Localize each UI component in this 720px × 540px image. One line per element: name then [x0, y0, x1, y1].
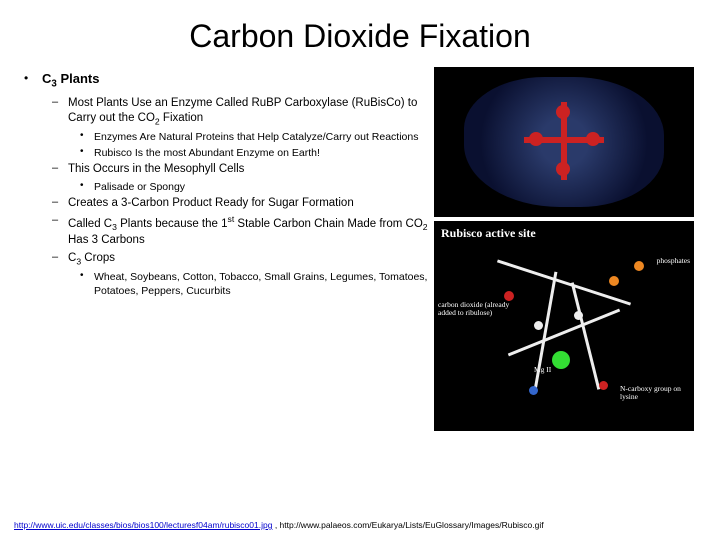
page-title: Carbon Dioxide Fixation [0, 0, 720, 67]
bullet-abundant: • Rubisco Is the most Abundant Enzyme on… [80, 146, 434, 160]
bullet-dot: • [80, 180, 94, 194]
bullet-dash: – [52, 214, 68, 249]
bullet-palisade: • Palisade or Spongy [80, 180, 434, 194]
bullet-dot: • [80, 146, 94, 160]
bullet-enzymes: • Enzymes Are Natural Proteins that Help… [80, 130, 434, 144]
source-tail: , http://www.palaeos.com/Eukarya/Lists/E… [272, 520, 543, 530]
image-column: Rubisco active site phosphates carbon di… [434, 67, 694, 431]
bullet-rubp: – Most Plants Use an Enzyme Called RuBP … [52, 96, 434, 128]
bullet-text: Wheat, Soybeans, Cotton, Tobacco, Small … [94, 270, 434, 298]
bullet-c3-crops: – C3 Crops [52, 251, 434, 268]
bullet-text: Enzymes Are Natural Proteins that Help C… [94, 130, 418, 144]
bullet-3carbon: – Creates a 3-Carbon Product Ready for S… [52, 196, 434, 212]
bullet-column: • C3 Plants – Most Plants Use an Enzyme … [24, 67, 434, 431]
bullet-text: Most Plants Use an Enzyme Called RuBP Ca… [68, 96, 434, 128]
bullet-text: Called C3 Plants because the 1st Stable … [68, 214, 434, 249]
bullet-dash: – [52, 162, 68, 178]
bullet-text: C3 Plants [42, 71, 99, 90]
bullet-text: This Occurs in the Mesophyll Cells [68, 162, 244, 178]
content-row: • C3 Plants – Most Plants Use an Enzyme … [0, 67, 720, 431]
bullet-dash: – [52, 96, 68, 128]
bullet-text: C3 Crops [68, 251, 115, 268]
bullet-dot: • [80, 270, 94, 298]
lysine-label: N-carboxy group on lysine [620, 385, 690, 402]
bullet-dot: • [80, 130, 94, 144]
bullet-c3-plants: • C3 Plants [24, 71, 434, 90]
bullet-mesophyll: – This Occurs in the Mesophyll Cells [52, 162, 434, 178]
bullet-text: Creates a 3-Carbon Product Ready for Sug… [68, 196, 354, 212]
rubisco-structure-image [434, 67, 694, 217]
bullet-dot: • [24, 71, 42, 90]
co2-label: carbon dioxide (already added to ribulos… [438, 301, 510, 318]
source-footer: http://www.uic.edu/classes/bios/bios100/… [14, 520, 706, 530]
bullet-crop-list: • Wheat, Soybeans, Cotton, Tobacco, Smal… [80, 270, 434, 298]
active-site-title: Rubisco active site [438, 225, 539, 242]
bullet-text: Rubisco Is the most Abundant Enzyme on E… [94, 146, 320, 160]
bullet-called-c3: – Called C3 Plants because the 1st Stabl… [52, 214, 434, 249]
phosphates-label: phosphates [657, 257, 690, 265]
source-link[interactable]: http://www.uic.edu/classes/bios/bios100/… [14, 520, 272, 530]
rubisco-active-site-image: Rubisco active site phosphates carbon di… [434, 221, 694, 431]
bullet-dash: – [52, 196, 68, 212]
bullet-dash: – [52, 251, 68, 268]
bullet-text: Palisade or Spongy [94, 180, 185, 194]
